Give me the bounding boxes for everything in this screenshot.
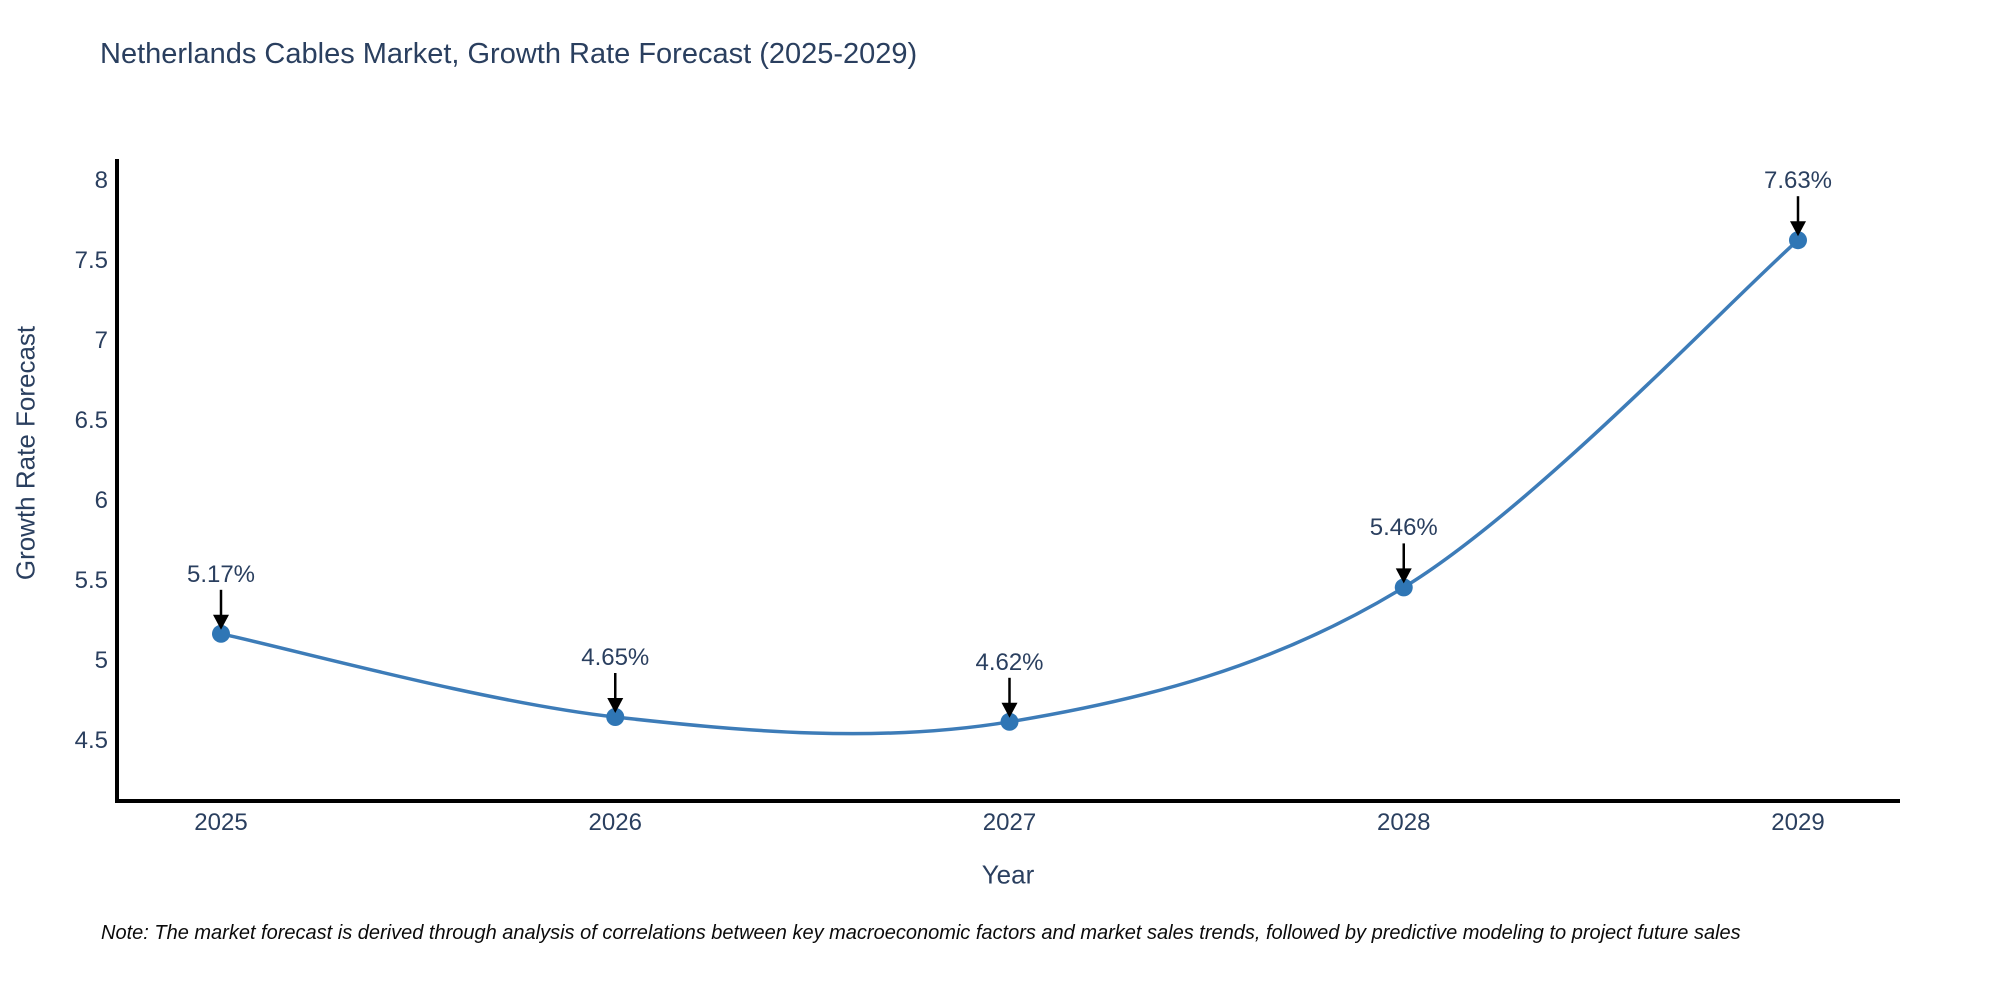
- x-tick-label: 2029: [1771, 809, 1825, 836]
- data-point-marker: [1394, 578, 1413, 597]
- chart-title: Netherlands Cables Market, Growth Rate F…: [100, 38, 918, 70]
- data-point-label: 7.63%: [1763, 167, 1833, 195]
- y-tick-label: 7: [94, 327, 108, 354]
- x-axis-title: Year: [981, 859, 1035, 890]
- y-tick-label: 5: [94, 647, 108, 674]
- data-point-label: 4.65%: [581, 644, 650, 671]
- data-point-marker: [606, 708, 625, 726]
- annotation-arrow-head: [1001, 702, 1018, 718]
- series-line: [219, 238, 1800, 736]
- annotation-arrow-head: [607, 698, 624, 713]
- x-tick-label: 2025: [194, 809, 248, 836]
- data-point-label: 4.62%: [975, 648, 1044, 676]
- annotation-arrow-head: [213, 614, 229, 630]
- data-point-marker: [212, 624, 230, 643]
- y-tick-label: 8: [94, 167, 108, 194]
- data-point-marker: [1789, 231, 1807, 250]
- x-tick-label: 2028: [1377, 809, 1431, 836]
- y-tick-label: 6.5: [74, 407, 108, 434]
- annotation-arrow-head: [1790, 221, 1806, 237]
- annotation-arrow-head: [1395, 568, 1412, 584]
- data-point-marker: [1000, 712, 1019, 731]
- data-point-label: 5.17%: [186, 560, 256, 588]
- footnote: Note: The market forecast is derived thr…: [101, 922, 1741, 944]
- data-point-label: 5.46%: [1369, 514, 1438, 542]
- y-tick-label: 6: [94, 487, 108, 514]
- x-tick-label: 2026: [588, 809, 642, 836]
- y-tick-label: 4.5: [74, 727, 108, 754]
- y-tick-label: 5.5: [74, 567, 108, 594]
- x-tick-label: 2027: [982, 809, 1037, 836]
- y-tick-label: 7.5: [74, 247, 108, 274]
